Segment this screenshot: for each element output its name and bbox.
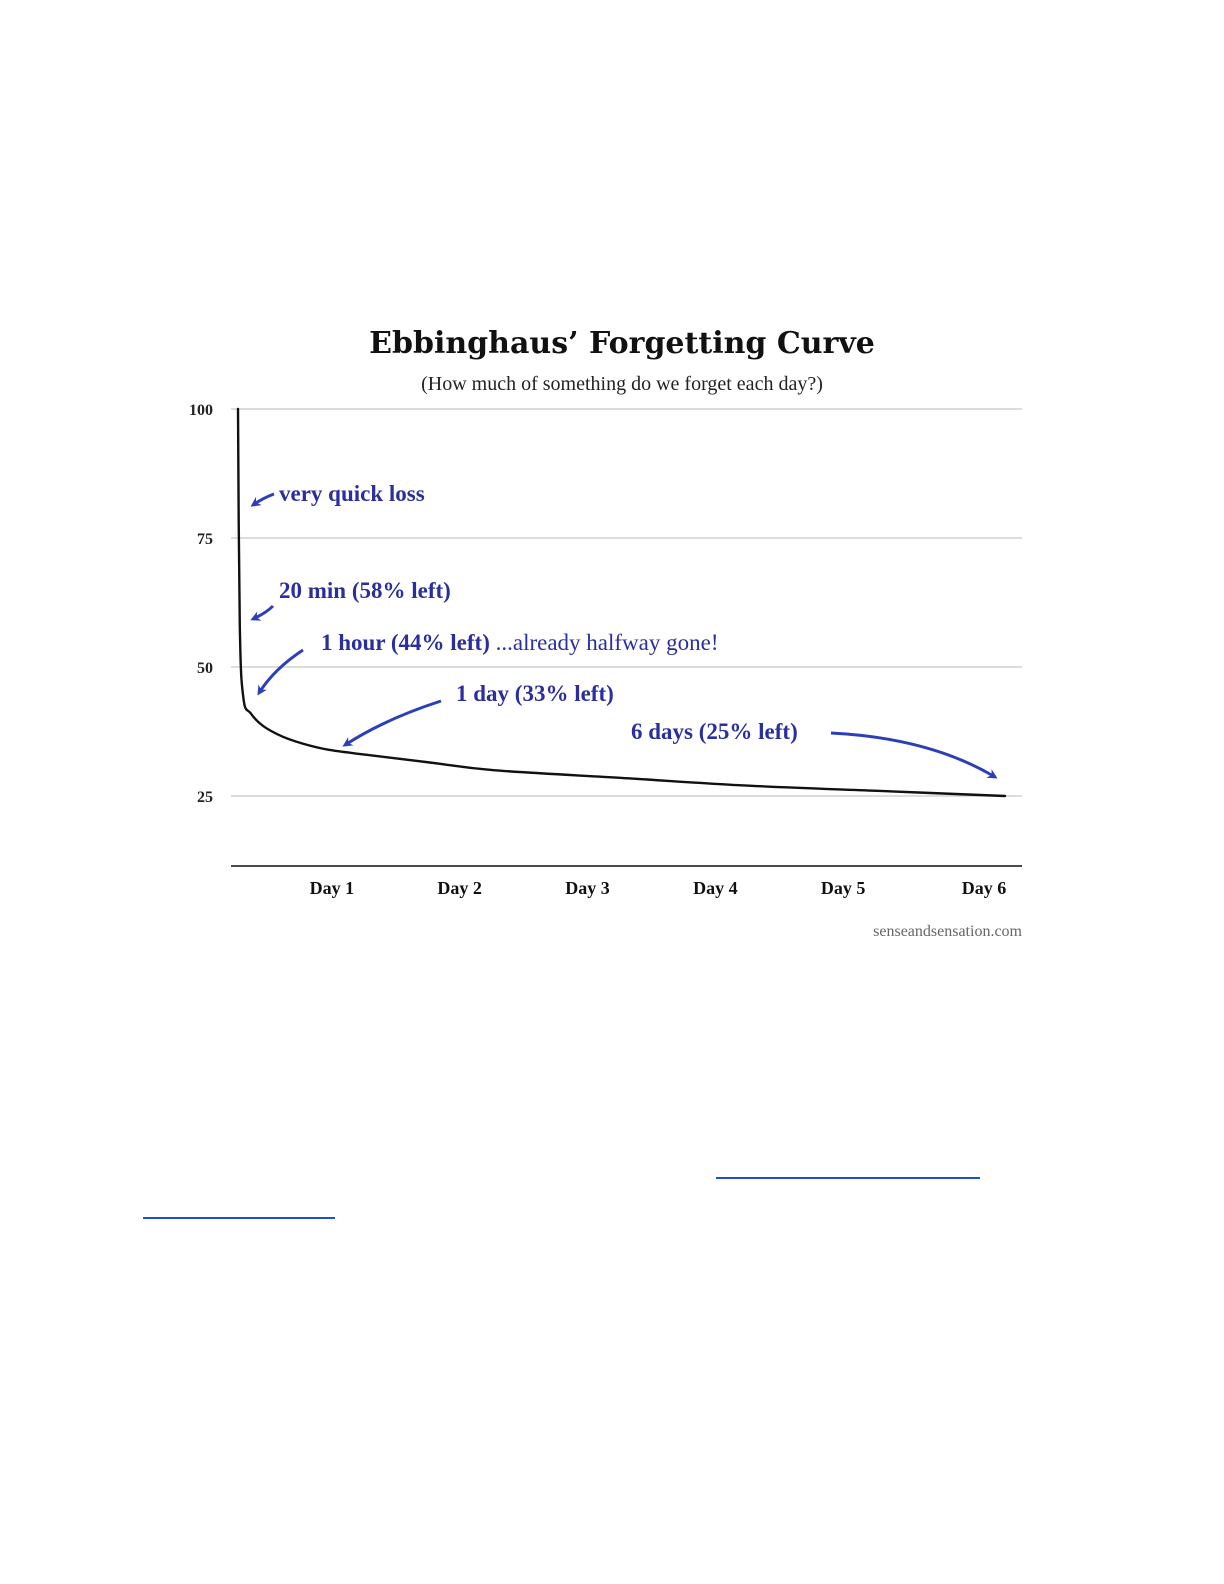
source-credit: senseandsensation.com bbox=[873, 923, 1022, 940]
annotation-1-hour: 1 hour (44% left) ...already halfway gon… bbox=[321, 630, 719, 655]
x-tick-label-day-6: Day 6 bbox=[962, 878, 1007, 898]
arrow-1-day bbox=[342, 699, 442, 747]
x-axis-ticks: Day 1 Day 2 Day 3 Day 4 Day 5 Day 6 bbox=[310, 878, 1007, 898]
hyperlink-underline-1[interactable] bbox=[716, 1177, 980, 1179]
annotations: very quick loss 20 min (58% left) 1 hour… bbox=[250, 481, 998, 779]
annotation-very-quick-loss: very quick loss bbox=[279, 481, 425, 506]
arrow-6-days bbox=[830, 731, 998, 779]
x-tick-label-day-3: Day 3 bbox=[565, 878, 610, 898]
y-tick-label-50: 50 bbox=[197, 660, 213, 677]
y-tick-label-25: 25 bbox=[197, 789, 213, 806]
chart-title: Ebbinghaus’ Forgetting Curve bbox=[369, 326, 875, 361]
annotation-1-hour-strong: 1 hour (44% left) bbox=[321, 630, 490, 655]
y-tick-label-100: 100 bbox=[189, 402, 213, 419]
arrow-1-hour bbox=[257, 648, 304, 696]
chart-subtitle: (How much of something do we forget each… bbox=[421, 373, 823, 395]
x-tick-label-day-1: Day 1 bbox=[310, 878, 355, 898]
y-tick-label-75: 75 bbox=[197, 531, 213, 548]
x-tick-label-day-4: Day 4 bbox=[693, 878, 738, 898]
hyperlink-underline-2[interactable] bbox=[143, 1217, 335, 1219]
x-tick-label-day-2: Day 2 bbox=[437, 878, 482, 898]
annotation-20-min: 20 min (58% left) bbox=[279, 578, 451, 603]
annotation-1-day: 1 day (33% left) bbox=[456, 681, 614, 706]
y-axis-ticks: 100 75 50 25 bbox=[189, 402, 213, 806]
arrow-very-quick-loss bbox=[250, 492, 275, 507]
arrow-20-min bbox=[250, 604, 275, 621]
x-tick-label-day-5: Day 5 bbox=[821, 878, 866, 898]
grid-lines bbox=[231, 408, 1022, 797]
annotation-1-hour-extra: ...already halfway gone! bbox=[490, 630, 719, 655]
annotation-6-days: 6 days (25% left) bbox=[631, 719, 798, 744]
forgetting-curve-line bbox=[236, 407, 1007, 798]
